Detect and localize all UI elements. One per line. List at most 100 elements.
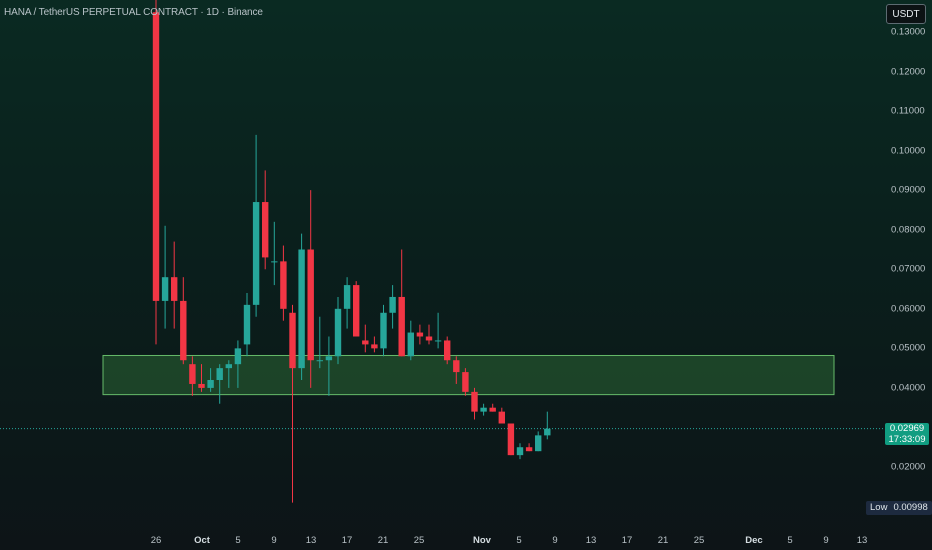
candle[interactable] [271, 221, 278, 286]
candle-body [243, 304, 251, 345]
candle-body [407, 332, 414, 357]
time-tick-label: Dec [745, 535, 763, 546]
candle[interactable] [353, 281, 360, 337]
candle-body [189, 364, 196, 384]
time-tick-label: 9 [552, 535, 558, 546]
time-tick-label: 9 [823, 535, 829, 546]
candle-body [180, 300, 187, 361]
candle[interactable] [371, 336, 378, 353]
time-tick-label: 13 [856, 535, 868, 546]
candle[interactable] [362, 324, 369, 353]
candle[interactable] [171, 241, 178, 329]
candle[interactable] [425, 324, 433, 345]
price-tick-label: 0.04000 [891, 382, 926, 394]
candle[interactable] [398, 249, 405, 357]
candle-body [535, 435, 542, 452]
chart-canvas[interactable] [0, 0, 884, 530]
candle[interactable] [480, 403, 487, 416]
candle-body [171, 277, 178, 301]
candle-body [480, 407, 487, 412]
candle[interactable] [161, 225, 169, 329]
candle[interactable] [434, 312, 442, 349]
candle[interactable] [462, 368, 469, 396]
price-axis[interactable]: 0.13000 0.12000 0.11000 0.10000 0.09000 0.080… [884, 0, 932, 550]
candle[interactable] [489, 403, 496, 412]
candle[interactable] [380, 304, 387, 357]
low-value: 0.00998 [893, 502, 928, 513]
candle-body [416, 332, 424, 337]
candle[interactable] [243, 293, 251, 357]
candle[interactable] [307, 190, 314, 388]
candle[interactable] [152, 0, 160, 345]
candle-body [425, 336, 433, 341]
candle-body [507, 423, 515, 456]
candle[interactable] [407, 320, 414, 361]
candle-body [371, 344, 378, 349]
candle-body [152, 12, 160, 301]
candle-body [516, 447, 524, 456]
candle[interactable] [180, 277, 187, 365]
candle-body [271, 261, 278, 263]
time-tick-label: 25 [693, 535, 705, 546]
symbol-title[interactable]: HANA / TetherUS PERPETUAL CONTRACT · 1D … [4, 7, 263, 18]
candle[interactable] [225, 360, 232, 388]
candle[interactable] [498, 407, 505, 424]
time-tick-label: 26 [150, 535, 162, 546]
candle[interactable] [544, 411, 551, 440]
candle[interactable] [453, 356, 460, 384]
candle[interactable] [316, 316, 323, 369]
candle-body [380, 312, 387, 349]
candle-body [225, 364, 232, 369]
candle[interactable] [198, 364, 205, 392]
candle-body [353, 285, 360, 337]
candle-body [544, 428, 551, 436]
candle[interactable] [262, 170, 269, 270]
candle[interactable] [343, 277, 351, 329]
candle-body [216, 368, 223, 380]
candle[interactable] [234, 340, 242, 388]
candle[interactable] [525, 443, 533, 452]
candle[interactable] [207, 368, 214, 392]
candle-body [207, 380, 214, 388]
price-tick-label: 0.05000 [891, 342, 926, 354]
candle-body [453, 360, 460, 373]
candle[interactable] [535, 431, 542, 452]
candle-body [434, 340, 442, 342]
candle[interactable] [416, 324, 424, 345]
price-tick-label: 0.13000 [891, 26, 926, 38]
candle[interactable] [507, 423, 515, 456]
candle-body [471, 391, 478, 412]
time-tick-label: 9 [271, 535, 277, 546]
candle-body [325, 356, 333, 361]
candle[interactable] [252, 134, 260, 317]
price-tick-label: 0.12000 [891, 66, 926, 78]
currency-button[interactable]: USDT [886, 4, 926, 24]
candle-body [234, 348, 242, 365]
candle[interactable] [189, 356, 196, 396]
candle[interactable] [516, 443, 524, 460]
candle[interactable] [471, 387, 478, 420]
price-tick-label: 0.02000 [891, 461, 926, 473]
candle-body [307, 249, 314, 361]
candle[interactable] [334, 296, 342, 365]
candle-body [316, 360, 323, 362]
candle[interactable] [298, 233, 305, 380]
time-tick-label: 13 [585, 535, 597, 546]
candle-body [198, 383, 205, 388]
price-tick-label: 0.09000 [891, 184, 926, 196]
time-tick-label: 21 [657, 535, 669, 546]
candle-body [398, 296, 405, 357]
low-label: Low [870, 502, 888, 513]
time-tick-label: 25 [413, 535, 425, 546]
candle[interactable] [389, 285, 396, 329]
price-tick-label: 0.07000 [891, 263, 926, 275]
candle-body [389, 296, 396, 313]
last-price-badge: 0.02969 17:33:09 [885, 423, 929, 445]
candle[interactable] [444, 336, 451, 365]
candle[interactable] [325, 336, 333, 396]
candle[interactable] [289, 304, 296, 503]
price-tick-label: 0.06000 [891, 303, 926, 315]
candlestick-chart[interactable] [0, 0, 884, 530]
candle[interactable] [280, 245, 287, 321]
candle[interactable] [216, 364, 223, 404]
